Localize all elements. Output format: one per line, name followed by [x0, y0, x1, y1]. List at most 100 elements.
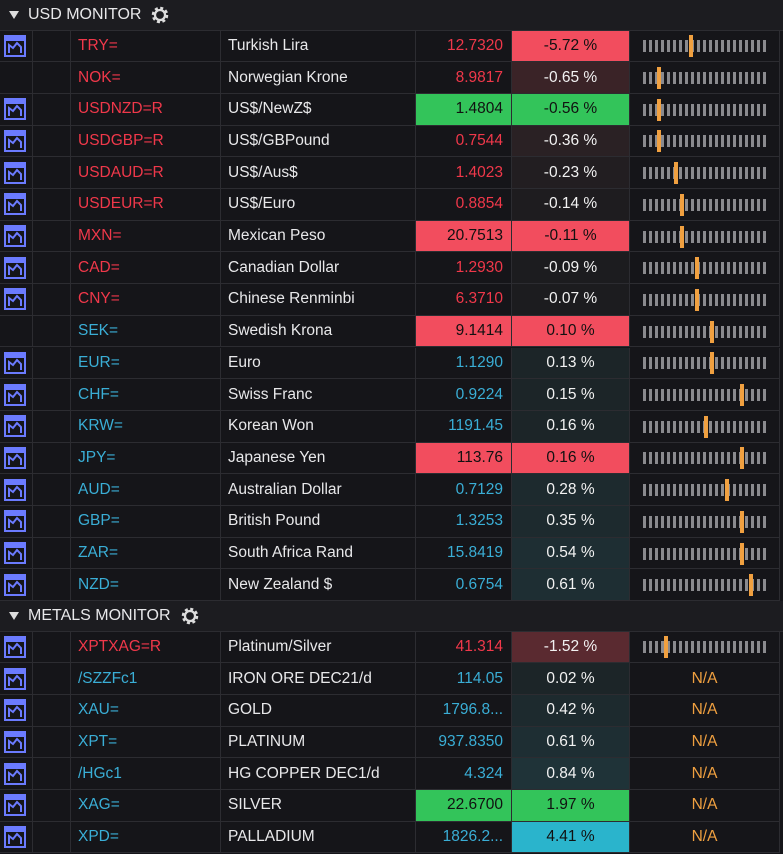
last-price: 0.9224 — [416, 379, 512, 411]
instrument-name: New Zealand $ — [221, 569, 416, 602]
instrument-name: Mexican Peso — [221, 220, 416, 253]
icon-cell — [0, 474, 33, 506]
chart-icon[interactable] — [4, 383, 26, 406]
last-price: 1.4023 — [416, 157, 512, 189]
range-marker — [694, 257, 699, 280]
range-track — [643, 357, 768, 370]
icon-cell — [0, 347, 33, 380]
percent-change: 0.61 % — [512, 569, 630, 602]
range-marker — [694, 288, 699, 311]
percent-change: 0.15 % — [512, 379, 630, 411]
instrument-name: PALLADIUM — [221, 821, 416, 854]
range-cell — [630, 347, 780, 380]
ric: USDGBP=R — [71, 125, 221, 158]
range-cell — [630, 506, 780, 538]
percent-change: -0.14 % — [512, 189, 630, 221]
instrument-name: Swiss Franc — [221, 379, 416, 411]
range-track — [643, 262, 768, 275]
chart-icon[interactable] — [4, 573, 26, 596]
chart-icon[interactable] — [4, 225, 26, 248]
range-marker — [739, 510, 744, 533]
chart-icon[interactable] — [4, 288, 26, 311]
range-track — [643, 167, 768, 180]
chart-icon[interactable] — [4, 193, 26, 216]
icon-cell — [0, 569, 33, 602]
icon-cell — [0, 726, 33, 759]
ric: NOK= — [71, 62, 221, 94]
chart-icon[interactable] — [4, 731, 26, 754]
ric: XPTXAG=R — [71, 631, 221, 664]
chart-icon[interactable] — [4, 98, 26, 121]
range-marker — [657, 67, 662, 90]
range-cell — [630, 474, 780, 506]
chart-icon[interactable] — [4, 762, 26, 785]
chart-icon[interactable] — [4, 446, 26, 469]
range-marker — [657, 130, 662, 153]
section-header: METALS MONITOR — [0, 601, 783, 632]
range-cell — [630, 631, 780, 664]
chart-icon[interactable] — [4, 542, 26, 565]
instrument-name: GOLD — [221, 695, 416, 727]
percent-change: 0.16 % — [512, 410, 630, 443]
last-price: 0.7129 — [416, 474, 512, 506]
chart-icon[interactable] — [4, 667, 26, 690]
ric: USDAUD=R — [71, 157, 221, 189]
chart-icon[interactable] — [4, 351, 26, 374]
chart-icon[interactable] — [4, 635, 26, 658]
range-track — [643, 515, 768, 528]
settings-gear[interactable] — [149, 4, 171, 26]
range-track — [643, 547, 768, 560]
range-marker — [724, 479, 729, 502]
blank-cell — [33, 695, 71, 727]
range-marker — [709, 352, 714, 375]
blank-cell — [33, 62, 71, 94]
range-marker — [679, 193, 684, 216]
last-price: 114.05 — [416, 663, 512, 695]
blank-cell — [33, 284, 71, 316]
chart-icon[interactable] — [4, 510, 26, 533]
icon-cell — [0, 821, 33, 854]
last-price: 0.8854 — [416, 189, 512, 221]
range-track — [643, 325, 768, 338]
blank-cell — [33, 315, 71, 348]
ric: NZD= — [71, 569, 221, 602]
instrument-name: US$/Euro — [221, 189, 416, 221]
chart-icon[interactable] — [4, 34, 26, 57]
chart-icon[interactable] — [4, 161, 26, 184]
collapse-arrow[interactable] — [6, 8, 28, 22]
range-cell: N/A — [630, 758, 780, 791]
collapse-arrow[interactable] — [6, 609, 28, 623]
instrument-name: Swedish Krona — [221, 315, 416, 348]
icon-cell — [0, 62, 33, 94]
range-marker — [739, 447, 744, 470]
percent-change: 0.35 % — [512, 506, 630, 538]
range-cell — [630, 125, 780, 158]
range-track — [643, 641, 768, 654]
percent-change: 0.28 % — [512, 474, 630, 506]
icon-cell — [0, 790, 33, 822]
range-cell — [630, 189, 780, 221]
icon-cell — [0, 30, 33, 63]
chart-icon[interactable] — [4, 794, 26, 817]
icon-cell — [0, 189, 33, 221]
last-price: 22.6700 — [416, 790, 512, 822]
chart-icon[interactable] — [4, 415, 26, 438]
chart-icon[interactable] — [4, 129, 26, 152]
ric: /HGc1 — [71, 758, 221, 791]
chart-icon[interactable] — [4, 826, 26, 849]
instrument-name: Japanese Yen — [221, 442, 416, 475]
instrument-name: US$/Aus$ — [221, 157, 416, 189]
ric: XPD= — [71, 821, 221, 854]
last-price: 6.3710 — [416, 284, 512, 316]
chart-icon[interactable] — [4, 256, 26, 279]
chart-icon[interactable] — [4, 699, 26, 722]
range-track — [643, 389, 768, 402]
percent-change: -0.56 % — [512, 93, 630, 126]
chart-icon[interactable] — [4, 478, 26, 501]
ric: GBP= — [71, 506, 221, 538]
ric: XAU= — [71, 695, 221, 727]
settings-gear[interactable] — [179, 605, 201, 627]
range-track — [643, 230, 768, 243]
ric: CAD= — [71, 252, 221, 285]
range-cell: N/A — [630, 663, 780, 695]
